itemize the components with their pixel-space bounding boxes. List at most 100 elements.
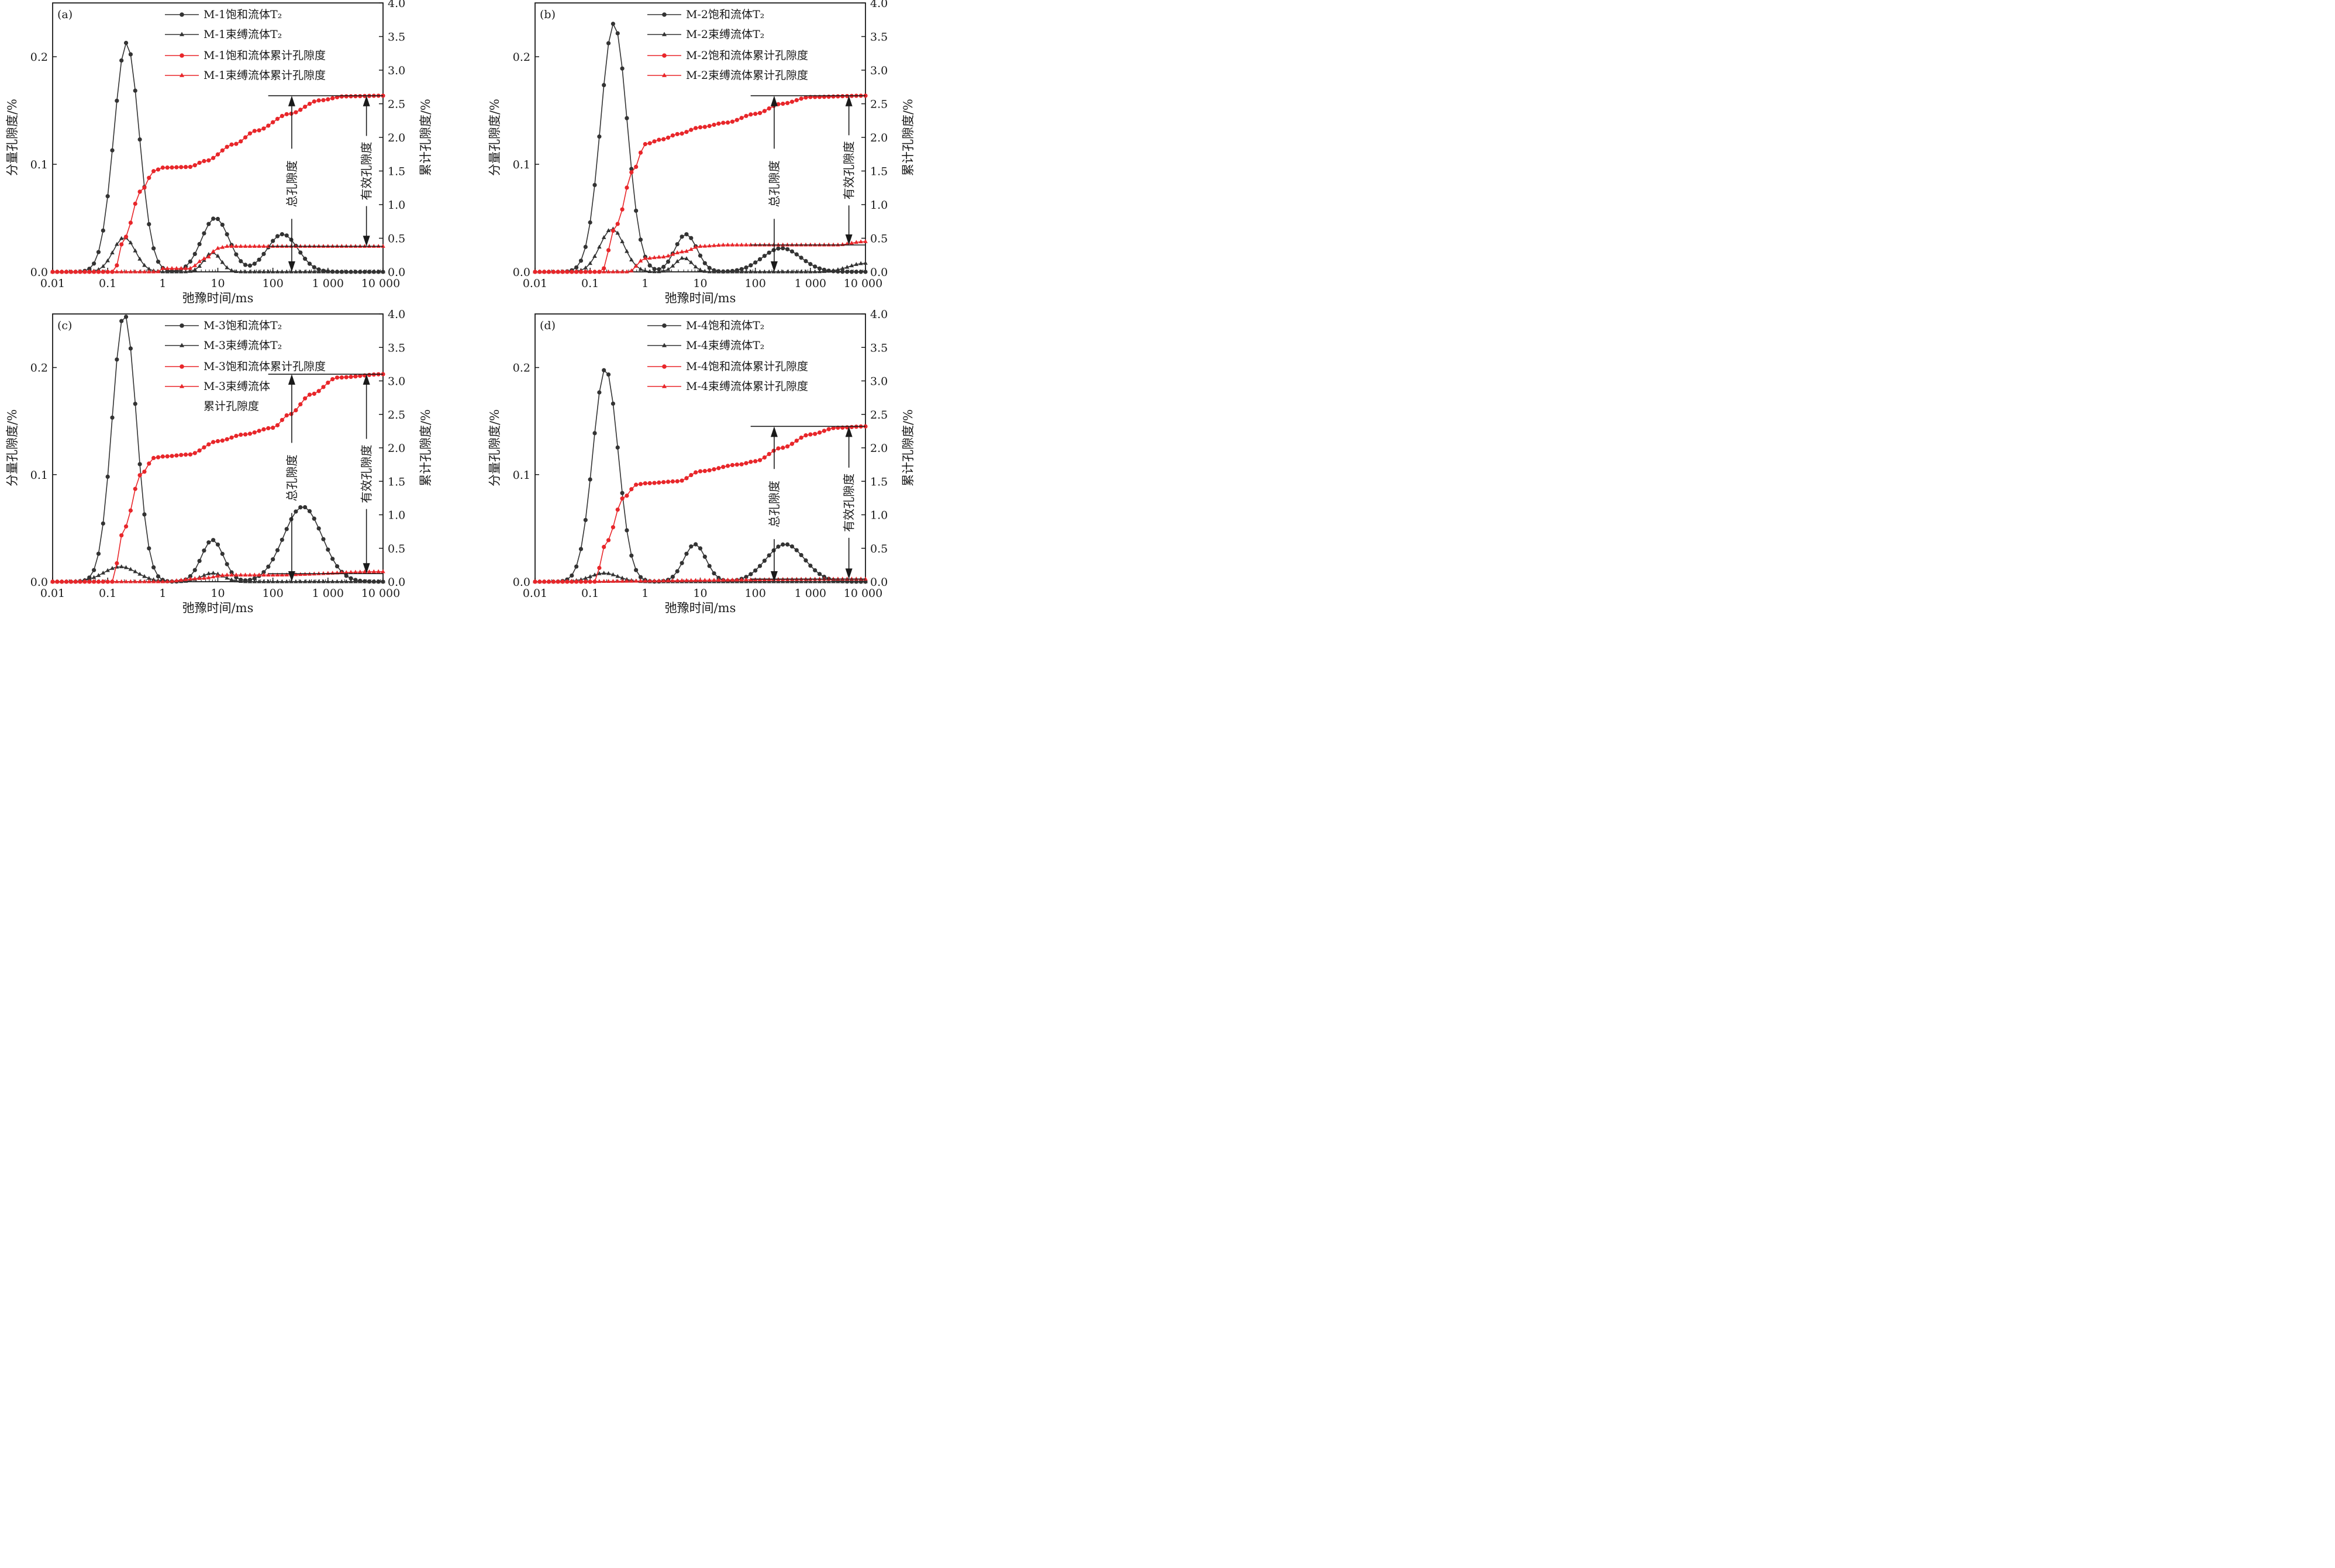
series-bound-t2-point xyxy=(643,268,648,272)
series-bound-cumulative-point xyxy=(68,579,74,583)
series-bound-t2-point xyxy=(298,579,303,583)
panel-label: (c) xyxy=(57,319,72,332)
series-bound-t2-point xyxy=(165,269,170,274)
series-bound-t2-point xyxy=(252,269,257,274)
series-bound-cumulative-point xyxy=(854,576,859,581)
series-bound-cumulative-point xyxy=(569,269,574,274)
legend-swatch-marker xyxy=(180,12,184,17)
series-saturated-t2-point xyxy=(275,234,280,239)
series-saturated-t2-point xyxy=(606,41,611,46)
series-saturated-t2-point xyxy=(702,554,707,559)
x-axis-title: 弛豫时间/ms xyxy=(182,601,254,615)
arrow-head-up xyxy=(770,95,778,106)
series-bound-cumulative-point xyxy=(68,269,74,274)
series-saturated-cumulative-point xyxy=(712,467,716,472)
series-bound-cumulative-point xyxy=(556,579,561,583)
panel-label: (b) xyxy=(540,8,556,21)
y-left-tick-label: 0.0 xyxy=(513,266,530,279)
series-saturated-cumulative-point xyxy=(606,538,611,543)
series-saturated-t2-point xyxy=(757,564,763,568)
series-bound-cumulative-point xyxy=(326,244,330,248)
series-bound-cumulative-point xyxy=(133,579,138,583)
series-saturated-t2-point xyxy=(202,548,206,553)
series-bound-t2-point xyxy=(840,579,845,583)
series-bound-cumulative-point xyxy=(78,269,82,274)
series-bound-cumulative-point xyxy=(744,242,749,247)
series-saturated-t2-point xyxy=(261,251,266,256)
series-bound-cumulative-point xyxy=(611,269,616,274)
series-bound-cumulative-point xyxy=(197,259,202,263)
legend: M-1饱和流体T₂ M-1束缚流体T₂ M-1饱和流体累计孔隙度 M-1束缚流体累计孔… xyxy=(165,8,326,82)
series-saturated-t2-point xyxy=(583,517,588,523)
annotation-arrow: 有效孔隙度 xyxy=(360,95,374,247)
series-saturated-t2-point xyxy=(252,261,257,266)
series-saturated-t2-point xyxy=(137,137,142,142)
series-saturated-t2-point xyxy=(92,568,96,572)
series-bound-t2-point xyxy=(133,248,138,253)
series-saturated-cumulative-point xyxy=(170,454,174,458)
series-bound-t2-point xyxy=(357,579,363,583)
series-saturated-t2-point xyxy=(334,564,340,569)
y-right-tick-label: 3.0 xyxy=(388,375,405,388)
series-saturated-cumulative-point xyxy=(156,455,161,460)
series-bound-cumulative-point xyxy=(836,242,840,247)
series-bound-t2-point xyxy=(275,269,280,274)
series-bound-cumulative-point xyxy=(371,244,377,248)
series-bound-t2-point xyxy=(137,257,142,261)
series-bound-cumulative-point xyxy=(188,576,193,581)
series-saturated-cumulative-point xyxy=(781,445,785,450)
series-bound-cumulative-point xyxy=(294,244,298,248)
series-bound-cumulative-point xyxy=(192,576,198,581)
series-saturated-cumulative-point xyxy=(271,426,275,430)
series-bound-t2-point xyxy=(215,253,220,258)
series-bound-t2-point xyxy=(312,269,317,274)
series-bound-cumulative-point xyxy=(574,579,579,583)
series-bound-cumulative-point xyxy=(229,244,234,248)
series-bound-t2-point xyxy=(583,265,588,270)
series-saturated-t2-point xyxy=(767,553,771,558)
series-bound-cumulative-point xyxy=(151,579,156,583)
y-right-tick-label: 1.5 xyxy=(388,475,405,488)
y-left-tick-label: 0.2 xyxy=(513,362,530,375)
series-saturated-t2-point xyxy=(753,260,758,265)
series-saturated-t2-point xyxy=(744,575,749,579)
series-bound-cumulative-point xyxy=(712,243,716,247)
series-bound-t2-point xyxy=(680,255,684,260)
series-saturated-cumulative xyxy=(533,424,868,584)
series-bound-t2-point xyxy=(170,269,174,274)
series-bound-t2-point xyxy=(762,579,767,583)
series-saturated-t2-point xyxy=(302,257,308,261)
series-bound-t2-point xyxy=(771,269,776,274)
annotation-arrow: 有效孔隙度 xyxy=(360,374,374,574)
x-tick-label: 1 xyxy=(641,587,649,600)
series-bound-cumulative-point xyxy=(115,269,119,274)
series-saturated-cumulative-point xyxy=(817,430,822,435)
series-bound-cumulative-point xyxy=(339,244,344,248)
series-bound-cumulative-point xyxy=(362,244,367,248)
series-bound-t2-point xyxy=(339,579,344,583)
series-saturated-cumulative-point xyxy=(707,123,712,129)
series-saturated-cumulative-point xyxy=(188,452,193,457)
series-saturated-cumulative-point xyxy=(657,137,661,142)
series-saturated-cumulative-point xyxy=(629,170,634,175)
series-bound-t2-point xyxy=(302,269,308,274)
annotation-label: 总孔隙度 xyxy=(285,455,299,502)
series-saturated-t2-point xyxy=(634,208,639,213)
series-saturated-t2-point xyxy=(794,548,799,552)
series-bound-t2-point xyxy=(826,579,832,583)
series-bound-cumulative-point xyxy=(91,579,96,583)
x-tick-label: 10 xyxy=(693,277,707,290)
series-bound-t2-point xyxy=(785,269,790,274)
series-bound-t2-point xyxy=(105,258,110,263)
series-saturated-cumulative-point xyxy=(716,121,721,126)
arrow-head-up xyxy=(288,95,295,106)
y-right-tick-label: 1.5 xyxy=(870,475,888,488)
x-tick-label: 0.1 xyxy=(99,587,116,600)
series-bound-t2-point xyxy=(353,269,358,274)
series-saturated-t2-point xyxy=(799,552,803,558)
series-bound-cumulative-point xyxy=(625,269,629,274)
series-saturated-cumulative-point xyxy=(137,473,142,478)
series-saturated-t2-point xyxy=(128,52,133,57)
x-tick-label: 100 xyxy=(745,587,766,600)
series-bound-t2-point xyxy=(266,579,271,583)
